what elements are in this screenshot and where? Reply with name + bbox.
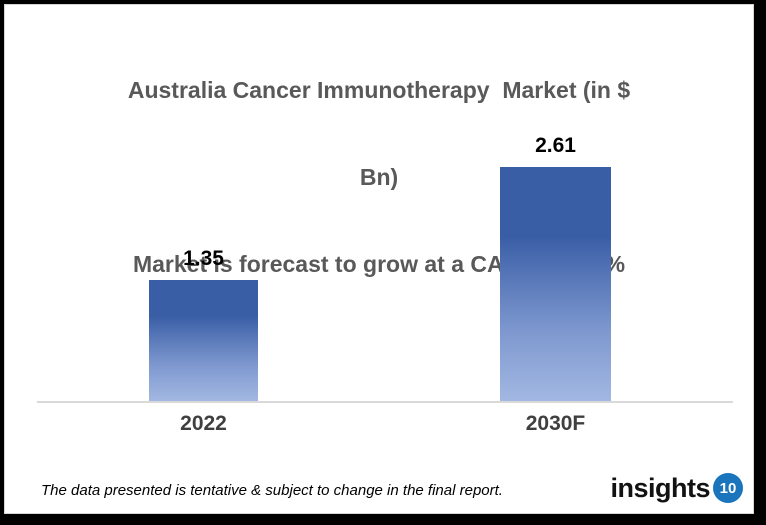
x-axis-label-2022: 2022 — [180, 412, 227, 435]
chart-subtitle: Market is forecast to grow at a CAGR of … — [132, 251, 626, 277]
disclaimer-note: The data presented is tentative & subjec… — [41, 482, 503, 499]
logo-badge: 10 — [713, 473, 743, 503]
x-axis-line — [37, 401, 733, 403]
bar-group-2022: 1.35 — [149, 248, 258, 401]
chart-panel: Australia Cancer Immunotherapy Market (i… — [4, 4, 754, 514]
chart-title-line-1: Australia Cancer Immunotherapy Market (i… — [127, 77, 631, 103]
bar — [500, 167, 611, 401]
value-label-2022: 1.35 — [183, 247, 224, 270]
bar-group-2030f: 2.61 — [500, 135, 611, 401]
insights10-logo: insights 10 — [610, 473, 743, 503]
chart-title-line-2: Bn) — [359, 164, 399, 190]
x-axis-label-2030f: 2030F — [525, 412, 586, 435]
value-label-2030f: 2.61 — [535, 134, 576, 157]
chart-title: Australia Cancer Immunotherapy Market (i… — [5, 18, 753, 337]
logo-wordmark: insights — [610, 473, 710, 503]
bar — [149, 280, 258, 401]
